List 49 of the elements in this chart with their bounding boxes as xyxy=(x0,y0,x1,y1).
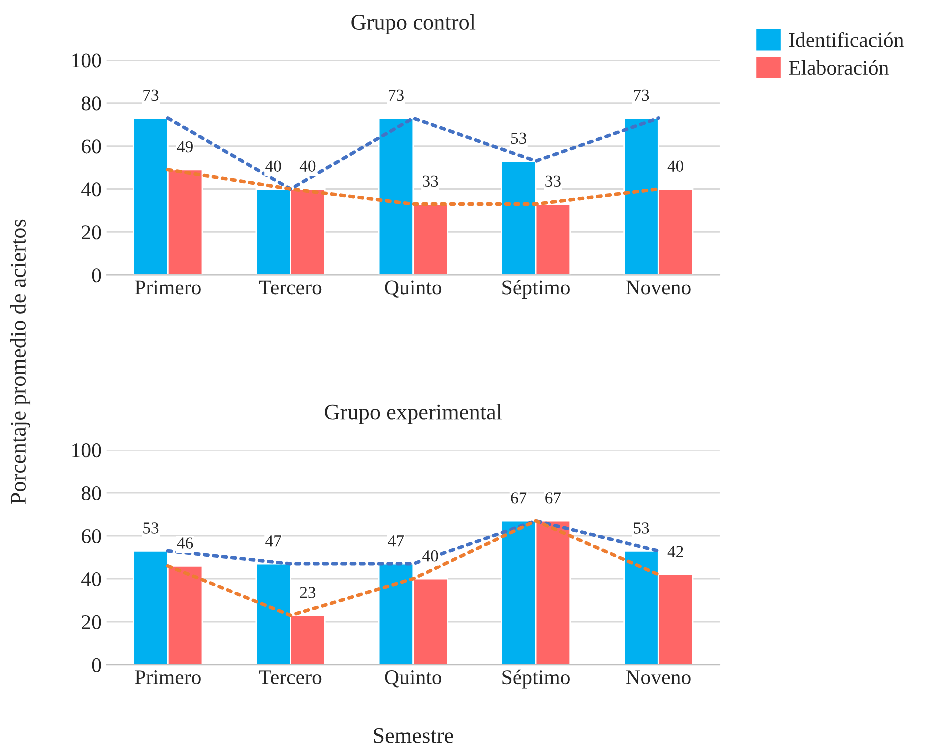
x-tick-label: Primero xyxy=(135,280,201,295)
y-tick-label: 100 xyxy=(72,54,102,68)
x-tick-label: Quinto xyxy=(385,670,442,688)
legend-label: Identificación xyxy=(789,32,904,48)
x-tick-label: Tercero xyxy=(260,280,322,295)
data-label: 73 xyxy=(389,90,404,102)
data-label: 73 xyxy=(634,90,650,102)
data-label: 47 xyxy=(388,536,404,547)
x-tick-label: Noveno xyxy=(626,280,691,295)
data-label: 23 xyxy=(300,587,316,598)
data-label: 46 xyxy=(177,538,194,549)
y-tick-label: 80 xyxy=(82,486,102,501)
line-series xyxy=(166,519,660,618)
data-label: 49 xyxy=(177,141,193,153)
y-tick-label: 0 xyxy=(92,268,102,283)
data-label: 53 xyxy=(512,132,527,144)
x-tick-label: Quinto xyxy=(385,280,442,298)
y-tick-label: 20 xyxy=(82,615,102,630)
y-tick-label: 60 xyxy=(82,529,102,544)
data-label: 40 xyxy=(266,160,282,172)
y-tick-label: 40 xyxy=(82,572,102,587)
y-tick-label: 60 xyxy=(82,140,102,154)
x-tick-label: Séptimo xyxy=(502,280,570,299)
data-label: 33 xyxy=(546,176,561,188)
x-tick-label: Noveno xyxy=(626,670,691,685)
data-label: 67 xyxy=(546,492,562,504)
data-label: 40 xyxy=(300,160,316,172)
data-label: 53 xyxy=(634,522,650,534)
y-axis-title: Porcentaje promedio de aciertos xyxy=(10,220,31,504)
y-tick-label: 20 xyxy=(82,226,102,240)
data-label: 53 xyxy=(144,522,159,534)
data-label: 73 xyxy=(144,90,159,102)
y-tick-label: 40 xyxy=(82,182,102,197)
chart-title: Grupo experimental xyxy=(325,404,502,424)
x-tick-label: Primero xyxy=(135,670,201,685)
data-label: 47 xyxy=(266,536,282,547)
x-tick-label: Séptimo xyxy=(502,670,570,689)
chart-title: Grupo control xyxy=(352,14,476,34)
data-label: 40 xyxy=(668,160,684,172)
data-label: 42 xyxy=(668,546,684,558)
y-tick-label: 100 xyxy=(72,444,102,458)
x-tick-label: Tercero xyxy=(260,670,322,685)
y-tick-label: 80 xyxy=(82,96,102,111)
data-label: 40 xyxy=(422,550,438,562)
x-axis-title: Semestre xyxy=(374,728,454,744)
legend-label: Elaboración xyxy=(789,60,889,76)
y-tick-label: 0 xyxy=(92,658,102,672)
data-label: 33 xyxy=(423,176,438,188)
data-label: 67 xyxy=(511,492,527,504)
